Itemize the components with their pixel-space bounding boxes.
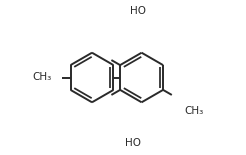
Text: HO: HO	[125, 138, 141, 148]
Text: CH₃: CH₃	[184, 106, 203, 116]
Text: CH₃: CH₃	[32, 73, 51, 82]
Text: HO: HO	[130, 6, 146, 16]
